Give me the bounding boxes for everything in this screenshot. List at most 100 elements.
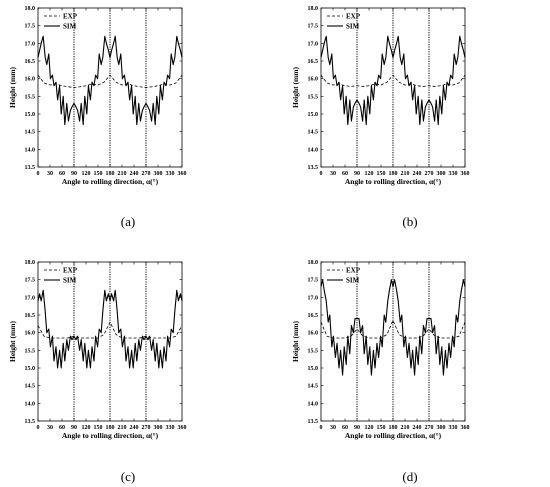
x-tick-label: 0	[37, 425, 40, 431]
x-axis-label: Angle to rolling direction, α(°)	[62, 177, 159, 186]
y-tick-label: 17.5	[308, 278, 319, 284]
x-tick-label: 180	[106, 171, 115, 177]
y-tick-label: 17.0	[25, 295, 36, 301]
x-tick-label: 270	[425, 425, 434, 431]
legend-label: SIM	[63, 23, 77, 31]
chart-panel: 0 30 60 90 120 150 180 210 240 270 300 330 360 13.5 14…	[291, 6, 470, 229]
y-tick-label: 13.5	[25, 165, 36, 171]
x-tick-label: 0	[37, 171, 40, 177]
x-tick-label: 30	[330, 425, 336, 431]
x-tick-label: 180	[389, 171, 398, 177]
x-tick-label: 60	[59, 425, 65, 431]
x-tick-label: 30	[330, 171, 336, 177]
y-tick-label: 14.0	[25, 401, 36, 407]
x-tick-label: 270	[142, 171, 151, 177]
y-tick-label: 16.5	[308, 313, 319, 319]
legend-label: SIM	[63, 277, 77, 285]
x-tick-label: 180	[389, 425, 398, 431]
y-tick-label: 15.0	[308, 366, 319, 372]
y-axis-label: Height (mm)	[291, 320, 300, 362]
y-tick-label: 14.0	[308, 401, 319, 407]
series-line-sim	[37, 289, 183, 369]
x-tick-label: 150	[94, 171, 103, 177]
series-line-sim	[37, 35, 183, 126]
x-tick-label: 120	[82, 171, 91, 177]
y-tick-label: 15.0	[25, 366, 36, 372]
y-tick-label: 15.5	[25, 348, 36, 354]
x-tick-label: 330	[166, 171, 175, 177]
x-tick-label: 240	[130, 425, 139, 431]
x-tick-label: 90	[354, 171, 360, 177]
legend-label: EXP	[346, 13, 361, 21]
x-tick-label: 300	[437, 425, 446, 431]
x-tick-label: 90	[71, 171, 77, 177]
x-tick-label: 360	[461, 425, 470, 431]
x-tick-label: 210	[401, 171, 410, 177]
series-line-exp	[37, 74, 183, 88]
y-tick-label: 18.0	[308, 6, 319, 12]
y-tick-label: 16.5	[25, 313, 36, 319]
x-tick-label: 210	[118, 425, 127, 431]
y-tick-label: 14.5	[308, 384, 319, 390]
legend-label: EXP	[63, 13, 78, 21]
legend-label: SIM	[346, 277, 360, 285]
x-tick-label: 210	[118, 171, 127, 177]
chart-panels: 0 30 60 90 120 150 180 210 240 270 300 330 36013.514…	[8, 6, 470, 484]
x-tick-label: 150	[94, 425, 103, 431]
y-tick-label: 16.5	[308, 59, 319, 65]
y-tick-label: 14.5	[308, 130, 319, 136]
x-tick-label: 240	[413, 171, 422, 177]
y-tick-label: 15.5	[25, 94, 36, 100]
x-axis-label: Angle to rolling direction, α(°)	[62, 431, 159, 440]
x-tick-label: 300	[437, 171, 446, 177]
y-tick-label: 15.0	[308, 112, 319, 118]
y-tick-label: 16.0	[25, 331, 36, 337]
legend-label: EXP	[346, 267, 361, 275]
x-tick-label: 330	[449, 171, 458, 177]
panel-caption: (a)	[121, 214, 135, 229]
x-tick-label: 240	[130, 171, 139, 177]
x-tick-label: 270	[425, 171, 434, 177]
series-line-sim	[320, 35, 466, 126]
x-tick-label: 300	[154, 425, 163, 431]
x-tick-label: 330	[166, 425, 175, 431]
x-tick-label: 90	[354, 425, 360, 431]
x-tick-label: 360	[461, 171, 470, 177]
y-tick-label: 16.5	[25, 59, 36, 65]
series-line-exp	[37, 321, 183, 339]
y-tick-label: 15.5	[308, 94, 319, 100]
y-tick-label: 14.0	[308, 147, 319, 153]
y-tick-label: 18.0	[308, 260, 319, 266]
x-tick-label: 330	[449, 425, 458, 431]
x-tick-label: 240	[413, 425, 422, 431]
series-line-sim	[320, 279, 466, 376]
x-tick-label: 60	[342, 425, 348, 431]
series-line-exp	[320, 74, 466, 87]
x-tick-label: 180	[106, 425, 115, 431]
x-axis-label: Angle to rolling direction, α(°)	[345, 177, 442, 186]
y-tick-label: 13.5	[25, 419, 36, 425]
y-tick-label: 17.0	[25, 41, 36, 47]
x-tick-label: 90	[71, 425, 77, 431]
x-axis-label: Angle to rolling direction, α(°)	[345, 431, 442, 440]
y-tick-label: 13.5	[308, 419, 319, 425]
legend-label: EXP	[63, 267, 78, 275]
y-tick-label: 14.0	[25, 147, 36, 153]
y-axis-label: Height (mm)	[8, 320, 17, 362]
y-tick-label: 18.0	[25, 260, 36, 266]
panel-caption: (d)	[402, 469, 417, 484]
y-tick-label: 17.0	[308, 41, 319, 47]
y-tick-label: 14.5	[25, 130, 36, 136]
x-tick-label: 120	[82, 425, 91, 431]
x-tick-label: 120	[365, 425, 374, 431]
panel-caption: (c)	[121, 469, 135, 484]
y-tick-label: 16.0	[308, 77, 319, 83]
x-tick-label: 120	[365, 171, 374, 177]
y-tick-label: 13.5	[308, 165, 319, 171]
y-tick-label: 14.5	[25, 384, 36, 390]
y-tick-label: 18.0	[25, 6, 36, 12]
x-tick-label: 150	[377, 425, 386, 431]
x-tick-label: 300	[154, 171, 163, 177]
chart-panel: 0 30 60 90 120 150 180 210 240 270 300 330 360 13.5 14…	[291, 260, 470, 484]
